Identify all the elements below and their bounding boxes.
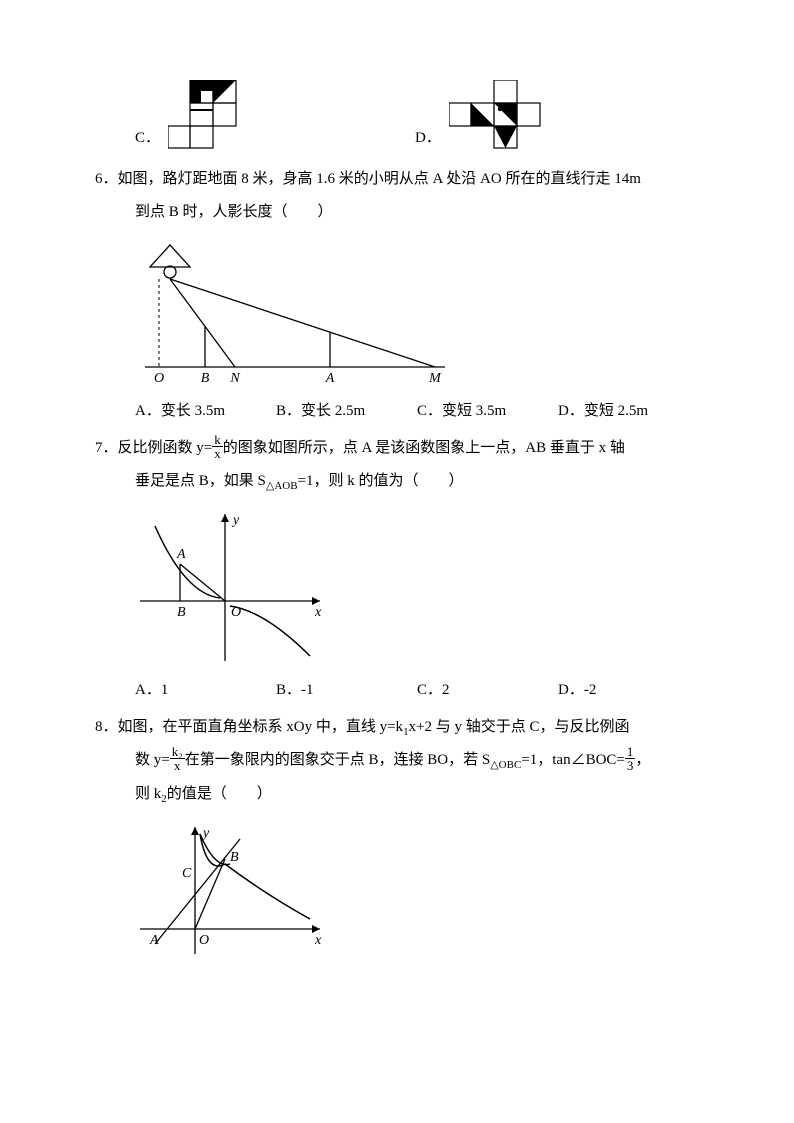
q7-options: A．1 B．-1 C．2 D．-2: [95, 674, 699, 707]
option-c-label: C．: [135, 122, 160, 155]
q6-text2: 到点 B 时，人影长度（ ）: [95, 196, 699, 229]
svg-text:A: A: [325, 371, 335, 386]
q8-diagram: y x C B O A: [95, 819, 699, 959]
q7-number: 7．: [95, 440, 118, 456]
svg-text:A: A: [149, 933, 159, 948]
q8-text2-sub: △OBC: [490, 759, 521, 771]
question-6: 6．如图，路灯距地面 8 米，身高 1.6 米的小明从点 A 处沿 AO 所在的…: [95, 163, 699, 428]
q8-text2-end: ，: [635, 752, 650, 768]
q6-option-d: D．变短 2.5m: [558, 395, 699, 428]
q7-text2-post: =1，则 k 的值为（ ）: [298, 473, 464, 489]
q8-text3-pre: 则 k: [135, 786, 161, 802]
q7-option-c: C．2: [417, 674, 558, 707]
svg-text:y: y: [231, 513, 240, 528]
svg-text:O: O: [199, 933, 209, 948]
net-shape-c: [168, 80, 258, 155]
q8-text2-post1: =1，tan∠BOC=: [521, 752, 625, 768]
q6-diagram: O B N A M: [95, 237, 699, 387]
q7-text1-pre: 反比例函数 y=: [118, 440, 213, 456]
q7-text2-pre: 垂足是点 B，如果 S: [135, 473, 266, 489]
q7-text1-post: 的图象如图所示，点 A 是该函数图象上一点，AB 垂直于 x 轴: [223, 440, 625, 456]
q6-option-c: C．变短 3.5m: [417, 395, 558, 428]
net-shape-d: [449, 80, 569, 155]
q8-number: 8．: [95, 719, 118, 735]
q6-text1: 如图，路灯距地面 8 米，身高 1.6 米的小明从点 A 处沿 AO 所在的直线…: [118, 171, 641, 187]
question-7: 7．反比例函数 y=kx的图象如图所示，点 A 是该函数图象上一点，AB 垂直于…: [95, 432, 699, 707]
svg-text:M: M: [428, 371, 442, 386]
q7-option-d: D．-2: [558, 674, 699, 707]
q8-text2-pre: 数 y=: [135, 752, 170, 768]
svg-text:A: A: [176, 547, 186, 562]
q7-text2-sub: △AOB: [266, 480, 298, 492]
q6-options: A．变长 3.5m B．变长 2.5m C．变短 3.5m D．变短 2.5m: [95, 395, 699, 428]
svg-text:B: B: [230, 850, 239, 865]
q7-frac1: kx: [212, 433, 223, 460]
q8-text1-pre: 如图，在平面直角坐标系 xOy 中，直线 y=k: [118, 719, 404, 735]
q8-frac3: 13: [625, 745, 636, 772]
svg-text:C: C: [182, 866, 192, 881]
top-cd-options: C． D．: [95, 80, 699, 155]
q7-option-b: B．-1: [276, 674, 417, 707]
q8-text3-post: 的值是（ ）: [167, 786, 272, 802]
svg-text:O: O: [231, 605, 241, 620]
svg-text:x: x: [314, 605, 322, 620]
q6-number: 6．: [95, 171, 118, 187]
q7-option-a: A．1: [135, 674, 276, 707]
svg-text:y: y: [201, 826, 210, 841]
q8-frac2: k₂x: [170, 745, 185, 772]
svg-text:O: O: [154, 371, 164, 386]
q6-option-a: A．变长 3.5m: [135, 395, 276, 428]
svg-text:N: N: [229, 371, 240, 386]
question-8: 8．如图，在平面直角坐标系 xOy 中，直线 y=k1x+2 与 y 轴交于点 …: [95, 711, 699, 959]
q6-option-b: B．变长 2.5m: [276, 395, 417, 428]
svg-text:B: B: [177, 605, 186, 620]
svg-text:B: B: [201, 371, 210, 386]
q8-text1-post: x+2 与 y 轴交于点 C，与反比例函: [409, 719, 630, 735]
svg-text:x: x: [314, 933, 322, 948]
q8-text2-mid: 在第一象限内的图象交于点 B，连接 BO，若 S: [185, 752, 490, 768]
q7-diagram: y x A B O: [95, 506, 699, 666]
option-d-label: D．: [415, 122, 441, 155]
